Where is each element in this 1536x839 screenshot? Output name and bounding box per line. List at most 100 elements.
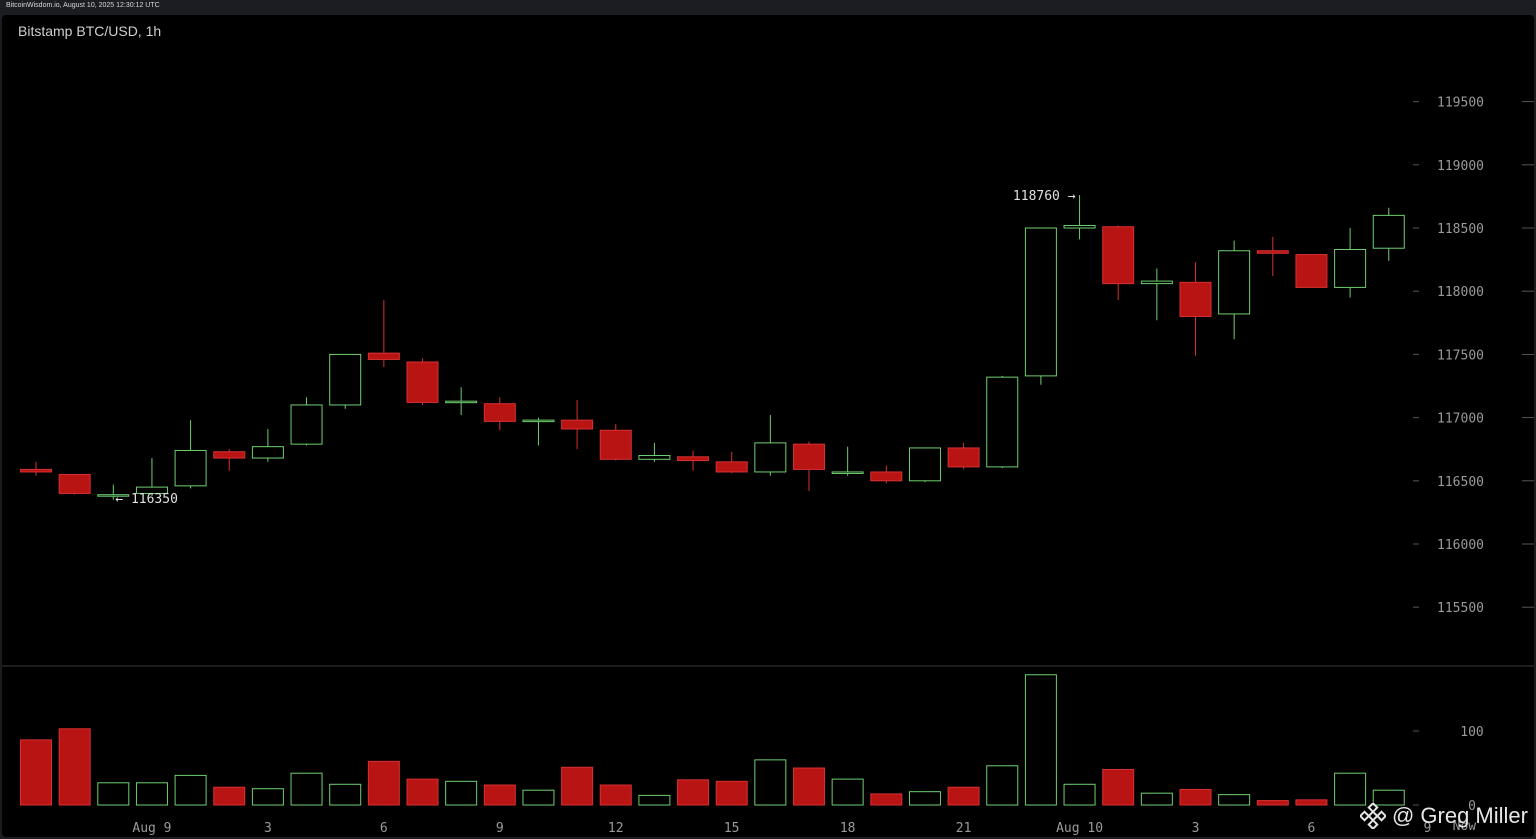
candle-body (715, 461, 748, 473)
volume-bar (406, 778, 439, 806)
volume-bar (599, 784, 632, 806)
candle-body (522, 419, 555, 423)
candle (1140, 268, 1173, 321)
candle-body (174, 449, 207, 487)
chart-title: Bitstamp BTC/USD, 1h (18, 23, 162, 39)
volume-bar (1140, 792, 1173, 806)
volume-bar (1179, 788, 1212, 806)
candle (445, 387, 478, 416)
x-tick-label: 3 (1192, 821, 1200, 836)
candle (251, 428, 284, 462)
x-tick-label: 6 (380, 821, 388, 836)
chart-panel: 115500 116000 116500 117000 117500 118000 1185… (2, 15, 1534, 837)
candle-body (561, 419, 594, 430)
volume-bar (174, 774, 207, 806)
candle-body (908, 447, 941, 482)
candle (870, 465, 903, 484)
x-tick-label: 18 (840, 821, 856, 836)
price-tick-label: 119000 (1437, 159, 1484, 174)
candle (1256, 236, 1289, 277)
price-tick-label: 118500 (1437, 222, 1484, 237)
volume-bar (908, 791, 941, 806)
candle-body (754, 442, 787, 473)
time-axis: Aug 9 3 6 9 12 15 18 21 Aug 10 3 6 9 Now (132, 819, 1476, 836)
volume-bar (1256, 800, 1289, 806)
volume-bar (1334, 772, 1367, 806)
candle (290, 397, 323, 446)
volume-bar (1218, 794, 1251, 806)
price-tick-label: 116500 (1437, 475, 1484, 490)
volume-bar (20, 739, 52, 806)
volume-bar (445, 780, 478, 806)
candle-body (445, 400, 478, 404)
high-annotation: 118760 → (1013, 189, 1076, 204)
low-annotation: ← 116350 (115, 492, 178, 507)
candle-body (638, 455, 671, 460)
volume-axis: 0 100 (1413, 725, 1484, 814)
top-status-bar: BitcoinWisdom.io, August 10, 2025 12:30:… (0, 0, 1536, 15)
candle (20, 461, 52, 476)
volume-tick-label: 0 (1468, 799, 1476, 814)
candle (522, 417, 555, 446)
volume-bar (251, 788, 284, 806)
volume-bar (754, 759, 787, 806)
candle-body (483, 403, 516, 422)
candle-body (1140, 280, 1173, 285)
candle (97, 484, 130, 500)
candle-body (406, 361, 439, 403)
candle (1179, 262, 1212, 356)
volume-bar (561, 766, 594, 806)
candle (174, 420, 207, 489)
x-label-now: Now (1453, 819, 1477, 834)
candle (213, 449, 246, 471)
candle-body (1334, 248, 1367, 288)
candle-body (1295, 254, 1328, 288)
candle-series (20, 195, 1405, 500)
candle (135, 458, 168, 496)
candle-body (1024, 227, 1057, 377)
x-tick-label: 3 (264, 821, 272, 836)
candle (483, 397, 516, 431)
volume-bar (715, 780, 748, 806)
x-tick-label: 21 (956, 821, 972, 836)
candle-body (290, 404, 323, 445)
candle-body (367, 352, 400, 360)
candle (1063, 195, 1096, 240)
candle (1102, 225, 1135, 301)
volume-bar (1063, 783, 1096, 806)
candle-body (97, 494, 130, 497)
volume-tick-label: 100 (1460, 725, 1483, 740)
candle (406, 358, 439, 405)
candle-body (1218, 250, 1251, 315)
candle (1295, 254, 1328, 288)
candle-body (677, 456, 710, 462)
x-tick-label: 9 (496, 821, 504, 836)
price-tick-label: 118000 (1437, 285, 1484, 300)
candle (715, 451, 748, 474)
volume-bar (870, 793, 903, 806)
candle (947, 442, 980, 470)
candle-body (329, 353, 362, 406)
candle (1218, 240, 1251, 340)
x-tick-label: Aug 10 (1056, 821, 1103, 836)
volume-bar (135, 782, 168, 806)
source-timestamp: BitcoinWisdom.io, August 10, 2025 12:30:… (6, 2, 160, 9)
candle-body (599, 429, 632, 460)
candle (1334, 228, 1367, 298)
candle (638, 442, 671, 462)
x-tick-label: 12 (608, 821, 624, 836)
volume-bar (947, 786, 980, 806)
binance-diamond-icon (1359, 803, 1386, 829)
volume-bar (793, 767, 825, 806)
candle-body (213, 451, 246, 459)
x-tick-label: 15 (724, 821, 740, 836)
volume-bar (329, 783, 362, 806)
candle-body (251, 446, 284, 459)
candle-body (20, 468, 52, 473)
volume-bar (638, 794, 671, 806)
candle (1024, 227, 1057, 385)
candle (561, 399, 594, 450)
price-tick-label: 116000 (1437, 538, 1484, 553)
watermark: @ Greg Miller (1359, 803, 1528, 829)
price-annotations: ← 116350 118760 → (115, 189, 1075, 507)
